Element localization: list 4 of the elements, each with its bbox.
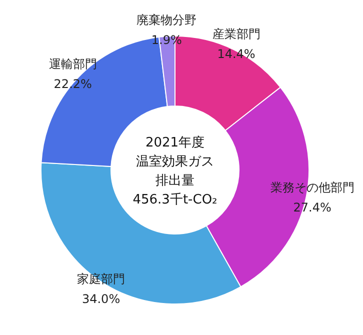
text: 排出量 [156, 174, 194, 188]
text: 温室効果ガス [136, 154, 214, 170]
text: 2021年度 [145, 134, 205, 150]
text: 456.3千t-CO₂ [132, 192, 218, 208]
